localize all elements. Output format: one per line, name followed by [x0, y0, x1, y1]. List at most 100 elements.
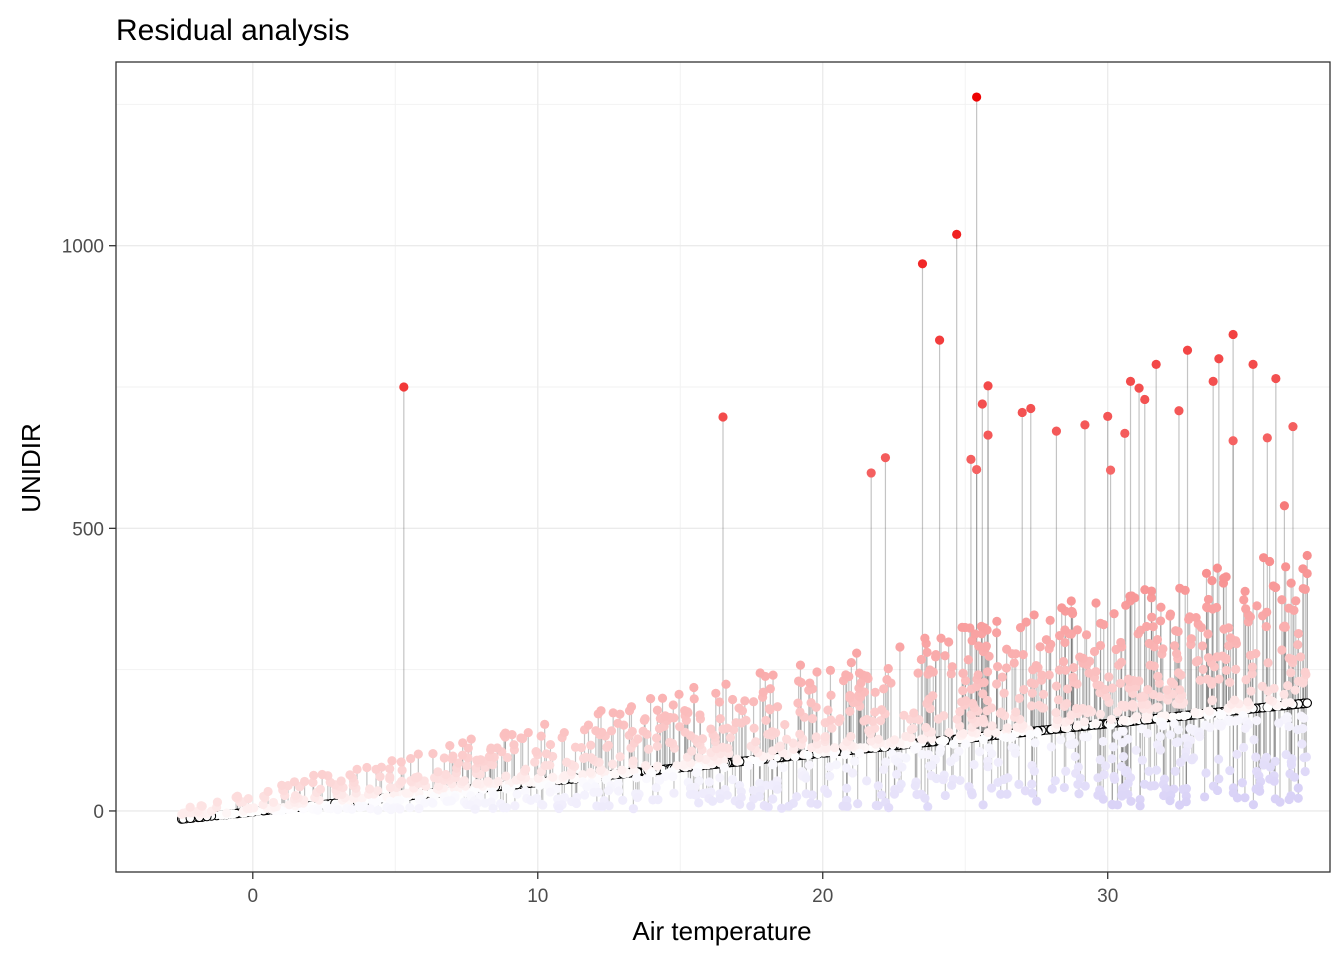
observed-point	[908, 723, 918, 734]
observed-point	[371, 797, 381, 807]
observed-point	[232, 791, 243, 801]
observed-point	[772, 784, 782, 794]
observed-point	[804, 760, 814, 770]
observed-point	[1027, 779, 1037, 789]
observed-point	[993, 757, 1003, 767]
observed-point	[778, 763, 788, 773]
observed-point	[1095, 755, 1105, 765]
observed-point	[1154, 678, 1164, 688]
observed-point	[585, 767, 595, 777]
observed-point	[1277, 645, 1287, 655]
observed-point	[976, 621, 987, 631]
observed-point	[952, 714, 962, 724]
observed-point	[1058, 656, 1069, 667]
observed-point	[993, 777, 1003, 788]
observed-point	[890, 735, 900, 745]
observed-point	[749, 723, 759, 733]
observed-point	[763, 802, 773, 812]
observed-point	[439, 753, 449, 763]
observed-point	[1014, 693, 1024, 704]
observed-point	[1165, 609, 1176, 619]
observed-point	[938, 775, 948, 785]
observed-point	[983, 381, 993, 391]
observed-point	[873, 734, 883, 744]
plot-panel: 0 10 20 30 0 500 1000	[62, 61, 1331, 907]
observed-point	[1232, 749, 1242, 759]
observed-point	[488, 803, 498, 813]
observed-point	[1138, 691, 1149, 701]
observed-point	[1134, 383, 1144, 393]
observed-point	[1156, 602, 1166, 612]
observed-point	[1007, 732, 1017, 742]
observed-point	[1057, 603, 1067, 613]
observed-point	[1286, 578, 1296, 588]
observed-point	[958, 668, 968, 678]
observed-point	[935, 747, 945, 757]
observed-point	[767, 727, 777, 737]
observed-point	[1137, 699, 1147, 709]
observed-point	[1002, 644, 1012, 654]
observed-point	[1054, 665, 1065, 675]
observed-point	[1175, 685, 1185, 695]
observed-point	[1142, 728, 1153, 739]
observed-point	[889, 789, 900, 799]
observed-point	[979, 677, 989, 688]
observed-point	[1092, 680, 1102, 690]
observed-point	[366, 804, 376, 814]
observed-point	[721, 679, 731, 689]
observed-point	[1155, 745, 1166, 755]
observed-point	[901, 731, 911, 742]
observed-point	[986, 783, 997, 793]
observed-point	[1117, 791, 1127, 801]
observed-point	[691, 790, 701, 800]
observed-point	[308, 777, 318, 788]
observed-point	[1221, 665, 1231, 675]
observed-point	[1162, 685, 1172, 695]
observed-point	[333, 805, 343, 815]
observed-point	[1118, 752, 1129, 762]
observed-point	[707, 796, 718, 806]
observed-point	[1146, 593, 1157, 603]
observed-point	[626, 702, 637, 712]
observed-point	[961, 739, 971, 749]
observed-point	[829, 749, 839, 759]
observed-point	[1155, 616, 1166, 626]
observed-point	[1240, 793, 1250, 803]
observed-point	[1300, 766, 1310, 777]
observed-point	[1056, 735, 1066, 745]
observed-point	[1174, 800, 1185, 810]
observed-points	[177, 92, 1312, 821]
observed-point	[949, 739, 959, 749]
observed-point	[939, 711, 949, 721]
x-tick-label: 0	[247, 886, 258, 907]
observed-point	[1027, 701, 1037, 711]
observed-point	[807, 713, 818, 724]
observed-point	[1002, 789, 1012, 799]
observed-point	[263, 786, 273, 797]
observed-point	[958, 728, 968, 739]
observed-point	[401, 788, 411, 798]
observed-point	[1211, 602, 1222, 613]
observed-point	[1002, 723, 1013, 733]
observed-point	[641, 774, 652, 784]
observed-point	[811, 732, 821, 742]
observed-point	[689, 682, 699, 693]
observed-point	[1182, 345, 1193, 355]
observed-point	[870, 687, 880, 698]
observed-point	[1066, 731, 1076, 741]
observed-point	[1172, 649, 1182, 659]
observed-point	[876, 716, 886, 726]
observed-point	[1026, 403, 1036, 414]
observed-point	[1112, 730, 1122, 740]
observed-point	[1293, 640, 1303, 650]
observed-point	[1082, 732, 1093, 742]
observed-point	[413, 749, 423, 759]
observed-point	[940, 651, 950, 661]
observed-point	[846, 657, 856, 668]
observed-point	[1027, 788, 1038, 798]
observed-point	[1035, 642, 1045, 652]
observed-point	[1190, 707, 1200, 717]
observed-point	[1274, 718, 1284, 728]
observed-point	[1207, 576, 1217, 586]
observed-point	[596, 706, 606, 716]
